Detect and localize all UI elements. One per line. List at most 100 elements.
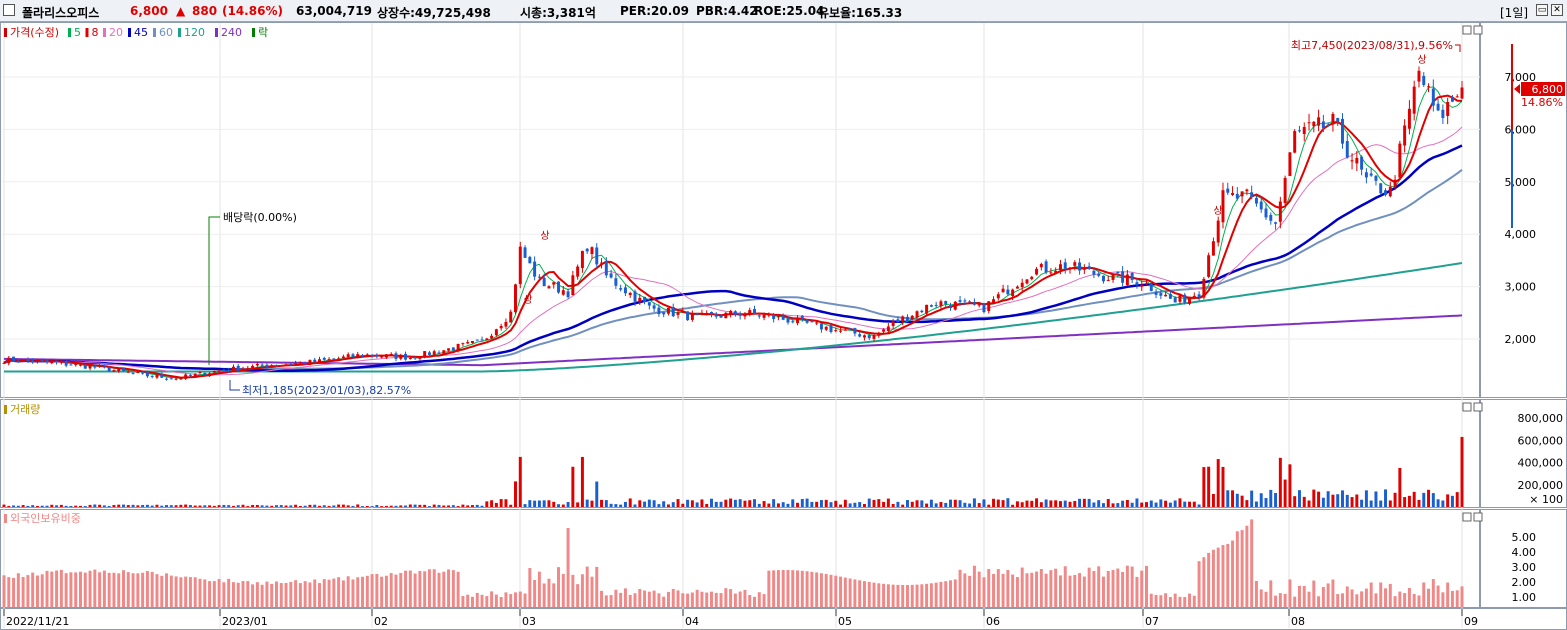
volume-bar [1307,500,1311,507]
candle-body [1135,282,1139,286]
legend-item: 60 [159,26,173,39]
candle-body [1431,88,1435,106]
foreign-ratio-bar [681,593,685,607]
volume-bar [1006,498,1010,507]
candle-body [533,261,537,277]
foreign-ratio-bar [418,570,422,607]
limit-up-marker: 상 [1213,205,1222,217]
foreign-ratio-bar [279,583,283,607]
candle-body [552,282,556,285]
panel-restore-icon [1462,25,1472,35]
foreign-ratio-bar [547,578,551,607]
volume-bar [862,504,866,507]
foreign-ratio-bar [972,565,976,607]
candle-body [308,360,312,365]
foreign-ratio-bar [1154,594,1158,607]
candle-body [1450,97,1454,102]
close-icon[interactable]: ✕ [1551,4,1563,16]
candle-body [695,314,699,316]
candle-body [212,371,216,373]
candle-body [270,365,274,367]
candle-body [929,305,933,307]
foreign-ratio-bar [518,591,522,607]
foreign-ratio-bar [1183,596,1187,607]
candle-body [657,307,661,315]
candle-body [977,302,981,306]
candle-body [886,326,890,332]
candle-body [1073,262,1077,266]
volume-bar [279,505,283,507]
volume-bar [796,502,800,507]
candle-body [346,354,350,357]
foreign-ratio-bar [906,584,909,607]
candle-body [1159,293,1163,296]
foreign-ratio-bar [1269,580,1273,607]
candle-body [399,354,403,359]
candle-body [1350,160,1354,162]
foreign-ratio-bar [294,580,298,607]
foreign-ratio-bar [265,581,269,607]
panel-1-frame [0,399,1480,508]
volume-bar [623,501,627,507]
volume-bar [102,505,106,507]
foreign-ratio-bar [45,570,49,607]
volume-bar [1039,502,1043,507]
candle-body [767,314,771,316]
candle-body [59,361,63,363]
candle-body [1417,70,1421,82]
candle-body [949,305,952,309]
period-selector[interactable]: [1일] [1500,6,1529,20]
volume-bar [595,481,599,507]
volume-unit: × 100 [1529,493,1563,506]
foreign-ratio-bar [738,591,742,607]
candle-body [523,247,527,258]
volume-bar [992,498,996,507]
foreign-ratio-bar [753,596,756,607]
foreign-ratio-bar [968,575,972,607]
volume-bar [753,499,756,507]
candle-body [203,372,207,376]
foreign-ratio-bar [1001,573,1005,607]
foreign-ratio-bar [996,569,1000,607]
volume-bar [1431,493,1435,507]
volume-bar [198,505,202,507]
foreign-ratio-bar [796,570,800,607]
candle-body [169,378,173,380]
foreign-ratio-bar [1207,552,1211,607]
volume-bar [925,503,929,507]
foreign-ratio-bar [834,575,838,607]
volume-bar [1135,498,1139,507]
foreign-ratio-bar [963,573,967,607]
candle-body [289,364,293,366]
volume-bar [671,502,675,507]
candle-body [537,276,541,278]
foreign-ratio-bar [50,571,54,607]
select-checkbox[interactable] [3,4,15,16]
foreign-ratio-bar [404,570,408,607]
candle-body [227,370,231,372]
foreign-ratio-bar [724,588,728,607]
volume-bar [188,505,192,507]
candle-body [1312,121,1316,127]
candle-body [939,301,943,307]
volume-bar [203,505,207,507]
maximize-icon[interactable]: ▭ [1536,4,1548,16]
legend-item: 락 [258,26,268,39]
volume-bar [327,505,331,507]
foreign-ratio-bar [977,571,981,607]
foreign-ratio-bar [155,574,159,607]
volume-bar [600,499,604,507]
foreign-ratio-bar [614,589,618,607]
volume-bar [968,503,972,507]
volume-bar [370,506,374,507]
foreign-legend-marker [4,514,7,523]
volume-bar [891,504,895,507]
candle-body [251,365,255,369]
foreign-ratio-bar [289,581,293,607]
x-tick-label: 08 [1291,615,1305,628]
candle-body [614,278,618,286]
volume-bar [1297,490,1301,507]
volume-bar [781,502,785,507]
candle-body [394,353,398,359]
